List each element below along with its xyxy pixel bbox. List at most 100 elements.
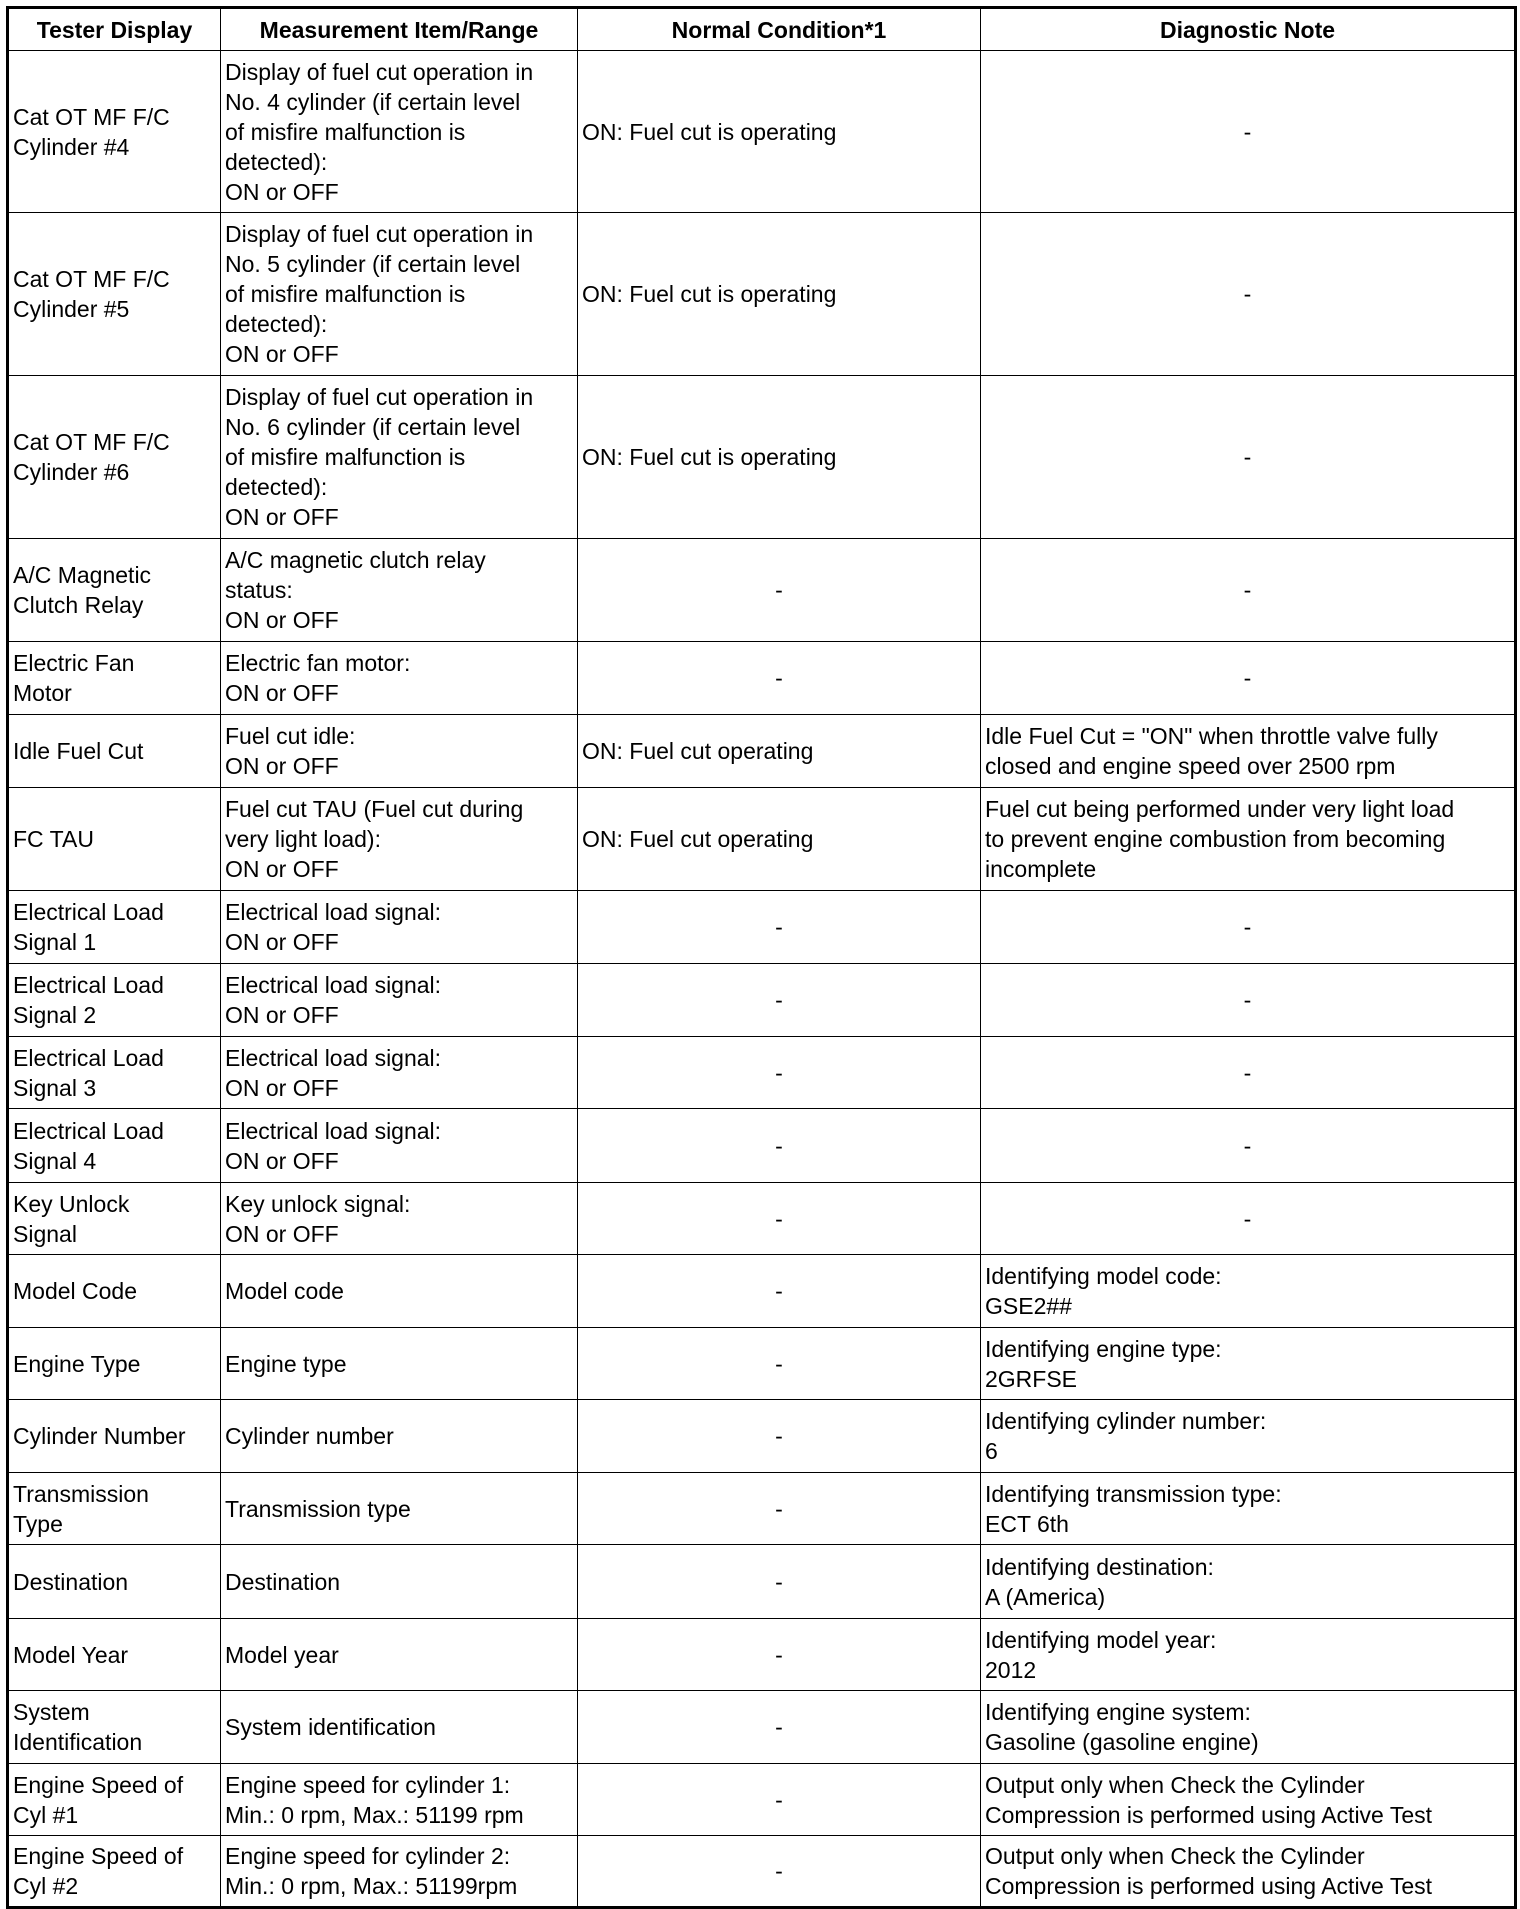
tester-display-cell: Destination xyxy=(7,1544,221,1619)
measurement-item-cell: Model year xyxy=(220,1618,578,1691)
table-row: Key Unlock Signal Key unlock signal: ON o… xyxy=(7,1182,1516,1255)
normal-condition-cell: ON: Fuel cut operating xyxy=(577,714,981,788)
table-row: Electrical Load Signal 1 Electrical load … xyxy=(7,890,1516,964)
tester-display-cell: Engine Speed of Cyl #1 xyxy=(7,1763,221,1836)
table-row: Transmission Type Transmission type - Ident… xyxy=(7,1472,1516,1545)
normal-condition-cell: - xyxy=(577,1690,981,1764)
tester-display-cell: Cylinder Number xyxy=(7,1399,221,1473)
diagnostic-note-cell: - xyxy=(980,1036,1516,1109)
table-row: Electrical Load Signal 3 Electrical load … xyxy=(7,1036,1516,1109)
normal-condition-cell: ON: Fuel cut is operating xyxy=(577,50,981,213)
measurement-item-cell: Key unlock signal: ON or OFF xyxy=(220,1182,578,1255)
tester-display-cell: Electrical Load Signal 4 xyxy=(7,1108,221,1183)
measurement-item-cell: System identification xyxy=(220,1690,578,1764)
normal-condition-cell: ON: Fuel cut is operating xyxy=(577,375,981,539)
table-row: A/C Magnetic Clutch Relay A/C magnetic cl… xyxy=(7,538,1516,642)
diagnostic-note-cell: - xyxy=(980,538,1516,642)
tester-display-cell: Model Code xyxy=(7,1254,221,1328)
measurement-item-cell: Cylinder number xyxy=(220,1399,578,1473)
diagnostic-note-cell: - xyxy=(980,890,1516,964)
diagnostic-note-cell: Identifying engine type: 2GRFSE xyxy=(980,1327,1516,1400)
table-row: Idle Fuel Cut Fuel cut idle: ON or OFF ON:… xyxy=(7,714,1516,788)
normal-condition-cell: - xyxy=(577,1182,981,1255)
table-row: Engine Speed of Cyl #1 Engine speed for c… xyxy=(7,1763,1516,1836)
table-row: Cylinder Number Cylinder number - Identifyi… xyxy=(7,1399,1516,1473)
tester-display-cell: Electrical Load Signal 1 xyxy=(7,890,221,964)
normal-condition-cell: - xyxy=(577,890,981,964)
measurement-item-cell: Engine type xyxy=(220,1327,578,1400)
tester-display-cell: Model Year xyxy=(7,1618,221,1691)
measurement-item-cell: Electrical load signal: ON or OFF xyxy=(220,1108,578,1183)
measurement-item-cell: Electrical load signal: ON or OFF xyxy=(220,963,578,1037)
normal-condition-cell: - xyxy=(577,1763,981,1836)
measurement-item-cell: Electrical load signal: ON or OFF xyxy=(220,1036,578,1109)
header-normal-condition: Normal Condition*1 xyxy=(577,7,981,51)
header-diagnostic-note: Diagnostic Note xyxy=(980,7,1516,51)
tester-display-cell: Electric Fan Motor xyxy=(7,641,221,715)
table-row: Model Year Model year - Identifying model y… xyxy=(7,1618,1516,1691)
measurement-item-cell: A/C magnetic clutch relay status: ON or … xyxy=(220,538,578,642)
measurement-item-cell: Fuel cut idle: ON or OFF xyxy=(220,714,578,788)
diagnostic-note-cell: - xyxy=(980,1182,1516,1255)
tester-display-cell: Engine Speed of Cyl #2 xyxy=(7,1835,221,1908)
diagnostic-note-cell: Identifying model code: GSE2## xyxy=(980,1254,1516,1328)
table-row: FC TAU Fuel cut TAU (Fuel cut during very… xyxy=(7,787,1516,891)
normal-condition-cell: - xyxy=(577,1036,981,1109)
normal-condition-cell: - xyxy=(577,1399,981,1473)
normal-condition-cell: - xyxy=(577,1835,981,1908)
table-row: Engine Speed of Cyl #2 Engine speed for c… xyxy=(7,1835,1516,1908)
table-row: Cat OT MF F/C Cylinder #4 Display of fuel… xyxy=(7,50,1516,213)
tester-display-cell: Key Unlock Signal xyxy=(7,1182,221,1255)
table-row: Cat OT MF F/C Cylinder #5 Display of fuel… xyxy=(7,212,1516,376)
diagnostic-note-cell: Identifying engine system: Gasoline (gas… xyxy=(980,1690,1516,1764)
tester-display-cell: Cat OT MF F/C Cylinder #4 xyxy=(7,50,221,213)
header-measurement-item: Measurement Item/Range xyxy=(220,7,578,51)
table-row: System Identification System identificati… xyxy=(7,1690,1516,1764)
normal-condition-cell: - xyxy=(577,1472,981,1545)
diagnostic-note-cell: Output only when Check the Cylinder Comp… xyxy=(980,1763,1516,1836)
diagnostic-note-cell: Output only when Check the Cylinder Comp… xyxy=(980,1835,1516,1908)
normal-condition-cell: - xyxy=(577,1327,981,1400)
normal-condition-cell: - xyxy=(577,1544,981,1619)
table-row: Destination Destination - Identifying desti… xyxy=(7,1544,1516,1619)
data-list-table: Tester Display Measurement Item/Range No… xyxy=(6,6,1517,1909)
measurement-item-cell: Model code xyxy=(220,1254,578,1328)
diagnostic-note-cell: - xyxy=(980,641,1516,715)
measurement-item-cell: Transmission type xyxy=(220,1472,578,1545)
diagnostic-note-cell: Idle Fuel Cut = "ON" when throttle valve… xyxy=(980,714,1516,788)
table-row: Electrical Load Signal 4 Electrical load … xyxy=(7,1108,1516,1183)
table-row: Model Code Model code - Identifying model c… xyxy=(7,1254,1516,1328)
tester-display-cell: Cat OT MF F/C Cylinder #6 xyxy=(7,375,221,539)
normal-condition-cell: - xyxy=(577,1618,981,1691)
diagnostic-note-cell: Identifying model year: 2012 xyxy=(980,1618,1516,1691)
tester-display-cell: FC TAU xyxy=(7,787,221,891)
normal-condition-cell: ON: Fuel cut operating xyxy=(577,787,981,891)
table-row: Engine Type Engine type - Identifying engin… xyxy=(7,1327,1516,1400)
normal-condition-cell: - xyxy=(577,1108,981,1183)
normal-condition-cell: - xyxy=(577,1254,981,1328)
table-row: Electric Fan Motor Electric fan motor: ON… xyxy=(7,641,1516,715)
measurement-item-cell: Display of fuel cut operation in No. 5 c… xyxy=(220,212,578,376)
measurement-item-cell: Fuel cut TAU (Fuel cut during very light… xyxy=(220,787,578,891)
measurement-item-cell: Engine speed for cylinder 2: Min.: 0 rpm… xyxy=(220,1835,578,1908)
diagnostic-note-cell: Identifying cylinder number: 6 xyxy=(980,1399,1516,1473)
normal-condition-cell: ON: Fuel cut is operating xyxy=(577,212,981,376)
normal-condition-cell: - xyxy=(577,641,981,715)
diagnostic-note-cell: Fuel cut being performed under very ligh… xyxy=(980,787,1516,891)
diagnostic-note-cell: - xyxy=(980,375,1516,539)
measurement-item-cell: Electric fan motor: ON or OFF xyxy=(220,641,578,715)
tester-display-cell: Electrical Load Signal 3 xyxy=(7,1036,221,1109)
diagnostic-note-cell: Identifying destination: A (America) xyxy=(980,1544,1516,1619)
diagnostic-note-cell: - xyxy=(980,963,1516,1037)
header-tester-display: Tester Display xyxy=(7,7,221,51)
tester-display-cell: Transmission Type xyxy=(7,1472,221,1545)
tester-display-cell: Cat OT MF F/C Cylinder #5 xyxy=(7,212,221,376)
tester-display-cell: Idle Fuel Cut xyxy=(7,714,221,788)
table-row: Electrical Load Signal 2 Electrical load … xyxy=(7,963,1516,1037)
measurement-item-cell: Electrical load signal: ON or OFF xyxy=(220,890,578,964)
measurement-item-cell: Display of fuel cut operation in No. 6 c… xyxy=(220,375,578,539)
diagnostic-note-cell: - xyxy=(980,1108,1516,1183)
diagnostic-note-cell: Identifying transmission type: ECT 6th xyxy=(980,1472,1516,1545)
diagnostic-note-cell: - xyxy=(980,212,1516,376)
tester-display-cell: A/C Magnetic Clutch Relay xyxy=(7,538,221,642)
